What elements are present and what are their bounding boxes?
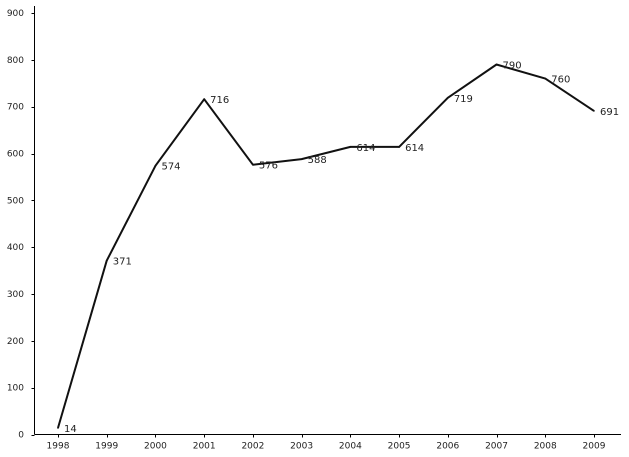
data-label: 716	[210, 95, 229, 106]
y-axis-ticks: 0 100 200 300 400 500 600 700 800 900	[7, 9, 35, 441]
y-tick-label: 700	[7, 103, 24, 113]
data-label: 614	[356, 143, 375, 154]
y-tick-label: 0	[18, 431, 24, 441]
data-point	[447, 96, 449, 99]
data-point	[252, 163, 254, 166]
y-tick-label: 200	[7, 337, 24, 347]
series-line	[57, 63, 595, 429]
data-point	[154, 164, 157, 167]
data-point	[495, 63, 498, 66]
data-point	[57, 427, 59, 429]
data-labels: 14 371 574 716 576 588 614 614 719 790 760 691	[64, 61, 619, 435]
data-point	[349, 146, 352, 148]
y-tick-label: 600	[7, 150, 24, 160]
y-tick-label: 900	[7, 9, 24, 19]
x-tick-label: 2007	[485, 442, 508, 452]
y-tick-label: 300	[7, 290, 24, 300]
data-point	[593, 110, 595, 112]
data-label: 14	[64, 424, 77, 435]
data-point	[203, 98, 205, 100]
data-point	[398, 146, 400, 148]
x-tick-label: 2001	[193, 442, 216, 452]
x-tick-label: 2009	[583, 442, 606, 452]
x-tick-label: 1998	[47, 442, 70, 452]
data-label: 691	[600, 107, 619, 118]
x-tick-label: 2003	[290, 442, 313, 452]
x-tick-label: 2005	[388, 442, 411, 452]
y-tick-label: 500	[7, 196, 24, 206]
data-label: 574	[161, 162, 180, 173]
x-tick-label: 2000	[144, 442, 167, 452]
y-tick-label: 100	[7, 384, 24, 394]
data-label: 614	[405, 143, 424, 154]
x-tick-label: 2002	[241, 442, 264, 452]
x-tick-label: 2008	[534, 442, 557, 452]
data-label: 576	[259, 161, 278, 172]
data-point	[544, 77, 547, 80]
data-label: 719	[454, 94, 473, 105]
data-point	[105, 259, 108, 262]
x-axis-ticks: 1998 1999 2000 2001 2002 2003 2004 2005 2006 2007…	[47, 434, 606, 452]
x-tick-label: 2004	[339, 442, 362, 452]
data-label: 760	[551, 75, 570, 86]
data-label: 790	[503, 61, 522, 72]
y-tick-label: 800	[7, 56, 24, 66]
x-tick-label: 1999	[95, 442, 118, 452]
series-group	[57, 63, 595, 429]
data-label: 588	[308, 155, 327, 166]
y-tick-label: 400	[7, 243, 24, 253]
x-tick-label: 2006	[436, 442, 459, 452]
data-point	[300, 158, 303, 160]
data-label: 371	[113, 257, 132, 268]
